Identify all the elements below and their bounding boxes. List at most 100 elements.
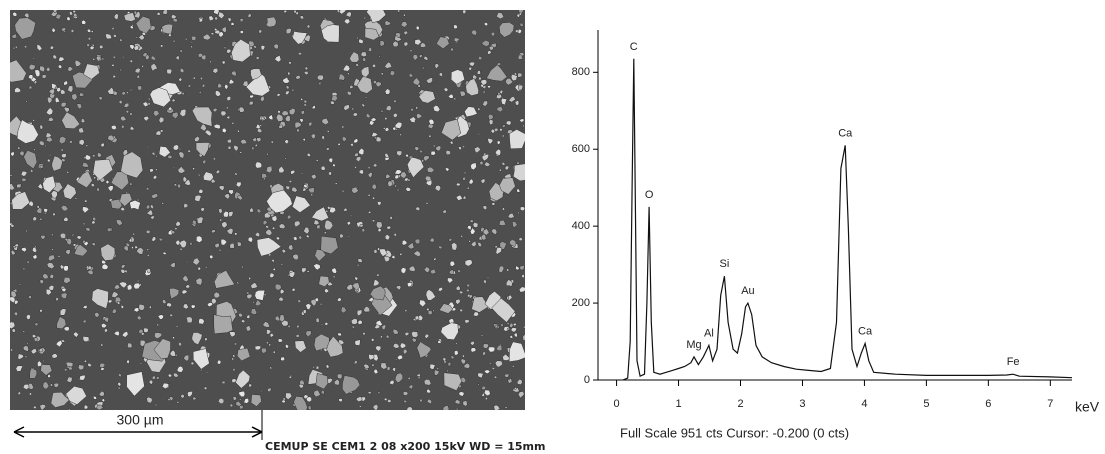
particle xyxy=(214,29,221,35)
particle xyxy=(28,85,33,90)
particle xyxy=(482,343,489,349)
particle xyxy=(30,168,34,173)
particle xyxy=(505,78,514,86)
particle xyxy=(454,350,459,356)
particle xyxy=(12,245,16,249)
particle xyxy=(51,248,55,251)
particle xyxy=(194,194,202,202)
particle xyxy=(459,90,466,98)
particle xyxy=(490,128,495,134)
particle xyxy=(66,376,73,383)
particle xyxy=(132,232,135,236)
particle xyxy=(239,30,244,34)
particle xyxy=(47,254,55,262)
particle xyxy=(133,10,137,15)
particle xyxy=(318,81,322,86)
particle xyxy=(73,331,80,338)
particle xyxy=(392,328,399,335)
particle xyxy=(499,177,516,195)
particle xyxy=(418,149,423,154)
particle xyxy=(423,266,431,273)
particle xyxy=(362,57,367,62)
particle xyxy=(522,325,525,329)
particle xyxy=(285,90,290,96)
particle xyxy=(414,39,422,46)
particle xyxy=(468,67,473,71)
particle xyxy=(232,354,236,358)
x-tick-label: 3 xyxy=(799,398,805,410)
particle xyxy=(330,95,339,102)
particle xyxy=(150,63,158,72)
particle xyxy=(457,146,462,151)
particle xyxy=(39,309,43,313)
particle xyxy=(239,18,245,23)
particle xyxy=(349,51,360,63)
particle xyxy=(169,287,180,300)
particle xyxy=(331,267,337,274)
particle xyxy=(516,378,523,385)
particle xyxy=(91,288,109,309)
particle xyxy=(360,51,367,58)
particle xyxy=(379,40,385,47)
particle xyxy=(179,67,185,74)
particle xyxy=(304,66,309,71)
particle xyxy=(518,10,524,14)
particle xyxy=(425,289,436,301)
particle xyxy=(61,111,81,129)
particle xyxy=(499,241,507,250)
x-tick-label: 5 xyxy=(923,398,929,410)
particle xyxy=(232,396,237,401)
particle xyxy=(15,365,24,372)
particle xyxy=(129,112,133,116)
particle xyxy=(113,13,119,21)
particle xyxy=(32,405,37,410)
spectrum-footer: Full Scale 951 cts Cursor: -0.200 (0 cts… xyxy=(620,425,849,440)
particle xyxy=(226,228,234,235)
particle xyxy=(145,268,151,274)
particle xyxy=(498,265,505,274)
particle xyxy=(281,399,287,404)
particle xyxy=(403,41,409,47)
particle xyxy=(22,267,26,271)
particle xyxy=(403,30,409,36)
particle xyxy=(92,158,114,181)
particle xyxy=(174,227,178,231)
particle xyxy=(254,299,262,306)
particle xyxy=(83,199,88,203)
particle xyxy=(256,128,263,134)
particle xyxy=(418,90,436,104)
particle xyxy=(254,289,266,301)
particle xyxy=(483,161,491,167)
particle xyxy=(68,408,71,410)
particle xyxy=(477,241,483,248)
particle xyxy=(294,121,302,129)
particle xyxy=(371,219,376,223)
particle xyxy=(255,123,261,130)
particle xyxy=(275,113,284,122)
particle xyxy=(491,202,496,206)
particle xyxy=(162,10,168,15)
particle xyxy=(265,228,273,236)
particle xyxy=(45,136,54,143)
particle xyxy=(61,153,67,159)
particle xyxy=(286,214,292,220)
particle xyxy=(482,350,486,356)
particle xyxy=(328,157,333,164)
particle xyxy=(65,385,87,405)
particle xyxy=(256,137,262,143)
particle xyxy=(414,315,420,321)
particle xyxy=(121,330,129,338)
particle xyxy=(195,277,203,286)
particle xyxy=(239,151,242,154)
particle xyxy=(239,405,244,410)
particle xyxy=(432,309,435,312)
particle xyxy=(19,283,22,286)
particle xyxy=(134,67,141,74)
particle xyxy=(248,100,254,106)
particle xyxy=(429,363,436,370)
particle xyxy=(495,12,505,20)
particle xyxy=(199,17,203,23)
particle xyxy=(248,383,253,388)
particle xyxy=(342,375,361,395)
particle xyxy=(501,124,506,128)
